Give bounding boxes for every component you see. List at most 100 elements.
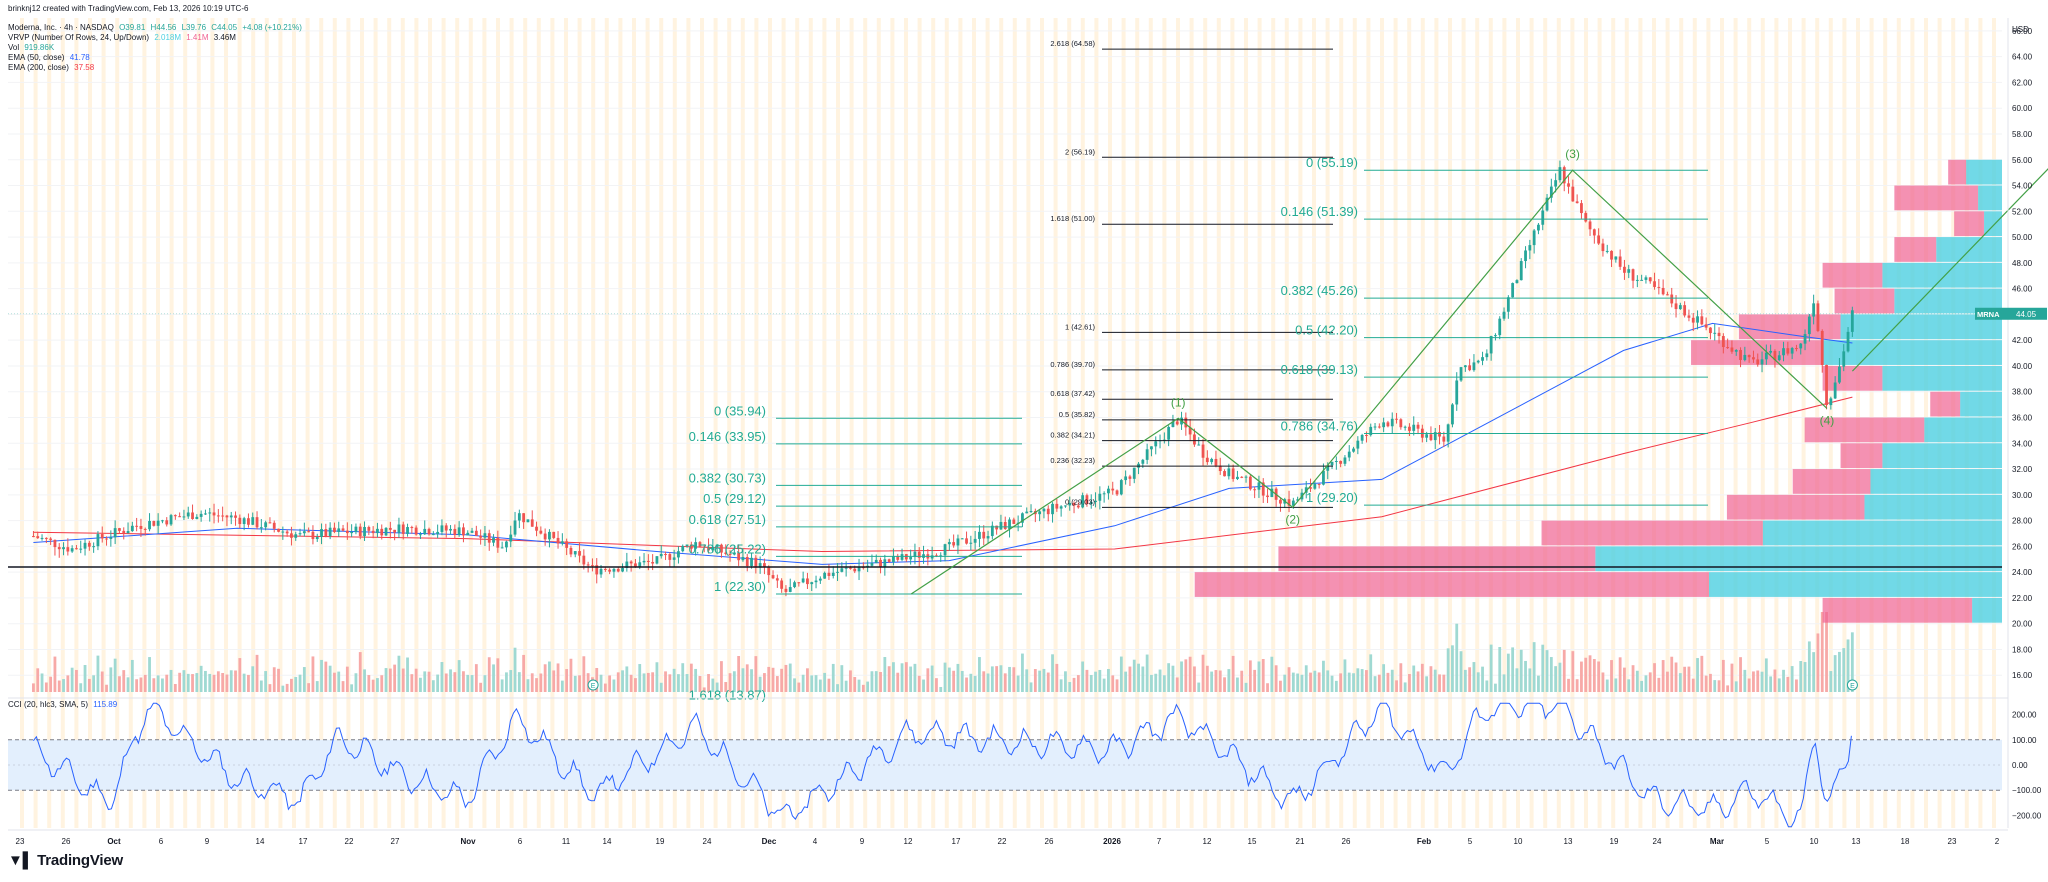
volume-bar xyxy=(212,674,216,692)
volume-bar xyxy=(83,665,87,692)
candle-body xyxy=(1605,250,1609,252)
volume-bar xyxy=(939,686,943,692)
candle-body xyxy=(1184,417,1188,428)
candle-body xyxy=(337,528,341,532)
volume-bar xyxy=(698,676,702,692)
vrvp-down-value: 1.41M xyxy=(186,33,209,42)
volume-bar xyxy=(883,657,887,692)
session-stripe xyxy=(278,18,283,828)
session-stripe xyxy=(142,18,147,828)
volume-bar xyxy=(1820,612,1824,692)
vrvp-down-bar xyxy=(1726,494,1865,520)
candle-body xyxy=(496,537,500,548)
volume-bar xyxy=(1300,674,1304,692)
volume-bar xyxy=(892,662,895,692)
volume-bar xyxy=(1644,675,1648,692)
cci-legend[interactable]: CCI (20, hlc3, SMA, 5) 115.89 xyxy=(8,700,120,710)
volume-bar xyxy=(169,669,173,692)
session-stripe xyxy=(251,18,256,828)
volume-bar xyxy=(1128,666,1132,692)
fib-retracement-wave3[interactable]: 0 (55.19) 0.146 (51.39) 0.382 (45.26) 0.5 (… xyxy=(1281,155,1708,506)
fib1-label: 0.5 (29.12) xyxy=(703,491,766,506)
volume-bar xyxy=(1055,663,1059,692)
volume-bar xyxy=(1085,669,1089,692)
candle-body xyxy=(565,541,569,548)
candle-body xyxy=(1747,354,1751,358)
volume-bar xyxy=(1502,674,1506,692)
volume-bar xyxy=(616,672,620,692)
volume-bar xyxy=(1506,653,1510,692)
candle-body xyxy=(1322,470,1325,485)
time-tick: 11 xyxy=(562,837,571,846)
volume-bar xyxy=(182,670,186,692)
session-stripe xyxy=(183,18,188,828)
session-stripe xyxy=(1502,18,1507,828)
session-stripe xyxy=(618,18,623,828)
volume-bar xyxy=(548,661,551,692)
volume-bar xyxy=(367,675,371,692)
volume-bar xyxy=(1382,664,1386,692)
candle-body xyxy=(470,530,474,533)
time-tick: Dec xyxy=(762,837,777,846)
candle-body xyxy=(1347,451,1351,458)
volume-bar xyxy=(724,682,728,692)
volume-bar xyxy=(1537,675,1540,692)
candle-body xyxy=(887,559,891,562)
candle-body xyxy=(1356,440,1360,449)
volume-bar xyxy=(1081,661,1085,692)
time-tick: 15 xyxy=(1248,837,1257,846)
candle-body xyxy=(44,537,48,539)
session-stripe xyxy=(482,18,487,828)
symbol-legend[interactable]: Moderna, Inc. · 4h · NASDAQ O39.81 H44.5… xyxy=(8,23,305,33)
candle-body xyxy=(943,544,947,556)
candle-body xyxy=(1816,303,1820,331)
wave-label: (1) xyxy=(1171,395,1186,409)
volume-bar xyxy=(1532,642,1536,692)
candle-body xyxy=(939,555,943,557)
time-tick: 10 xyxy=(1810,837,1819,846)
candle-body xyxy=(1154,441,1158,447)
candle-body xyxy=(1373,426,1377,428)
candle-body xyxy=(118,528,121,531)
volume-bar xyxy=(668,674,672,692)
volume-bar xyxy=(156,675,160,692)
candle-body xyxy=(462,527,465,536)
candle-body xyxy=(345,530,349,534)
session-stripe xyxy=(985,18,990,828)
volume-bar xyxy=(732,671,736,692)
candle-body xyxy=(827,572,831,576)
candle-body xyxy=(1850,310,1854,332)
volume-bar xyxy=(599,674,603,692)
candle-body xyxy=(1545,197,1549,211)
session-stripe xyxy=(1706,18,1711,828)
session-stripe xyxy=(577,18,582,828)
fib-extension[interactable]: 2.618 (64.58) 2 (56.19) 1.618 (51.00) 1 (42… xyxy=(1050,39,1333,508)
volume-bar xyxy=(1098,669,1102,692)
time-tick: 6 xyxy=(159,837,164,846)
vrvp-legend[interactable]: VRVP (Number Of Rows, 24, Up/Down) 2.018… xyxy=(8,33,239,43)
fibext-label: 0 (29.03) xyxy=(1065,497,1096,506)
vrvp-down-bar xyxy=(1822,262,1883,288)
volume-legend[interactable]: Vol 919.86K xyxy=(8,43,57,53)
volume-bar xyxy=(866,681,870,692)
volume-bar xyxy=(1455,623,1459,692)
volume-bar xyxy=(720,661,723,692)
candle-body xyxy=(264,522,268,528)
volume-bar xyxy=(1627,679,1631,692)
candle-body xyxy=(1799,343,1803,349)
elliott-wave-drawing[interactable]: (1)(2)(3)(4)(5) xyxy=(910,85,2048,595)
session-stripe xyxy=(1148,18,1153,828)
ema200-legend[interactable]: EMA (200, close) 37.58 xyxy=(8,63,97,73)
volume-bar xyxy=(1356,668,1360,692)
candle-body xyxy=(487,533,491,543)
candle-body xyxy=(995,525,999,530)
volume-bar xyxy=(857,679,861,692)
candle-body xyxy=(1713,332,1717,334)
ema50-legend[interactable]: EMA (50, close) 41.78 xyxy=(8,53,93,63)
candle-body xyxy=(109,537,113,539)
volume-bar xyxy=(1760,671,1764,692)
session-stripe xyxy=(1801,18,1806,828)
fib-retracement-wave1[interactable]: 0 (35.94) 0.146 (33.95) 0.382 (30.73) 0.5 (… xyxy=(689,403,1022,703)
volume-bar xyxy=(818,679,822,692)
